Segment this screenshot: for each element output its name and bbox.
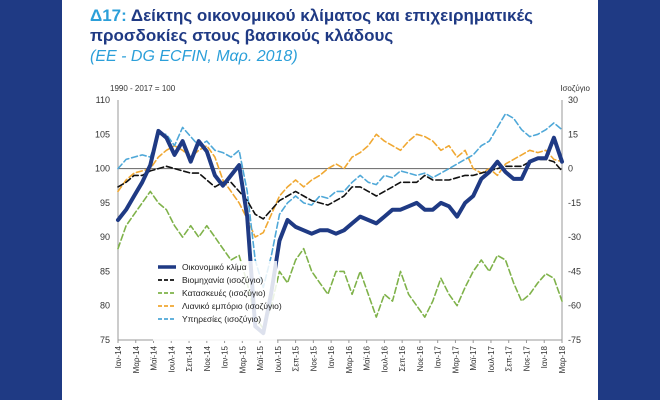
chart-code: Δ17: xyxy=(90,6,127,25)
x-tick-label: Σεπ-17 xyxy=(505,345,514,371)
legend-label: Υπηρεσίες (ισοζύγιο) xyxy=(182,314,261,324)
y-tick-right: -15 xyxy=(568,198,581,208)
x-tick-label: Νοε-15 xyxy=(309,345,318,371)
x-tick-label: Ιαν-18 xyxy=(540,345,549,368)
legend-label: Λιανικό εμπόριο (ισοζύγιο) xyxy=(182,301,282,311)
x-tick-label: Μαϊ-15 xyxy=(256,345,265,370)
x-tick-label: Μαρ-16 xyxy=(345,345,354,373)
y-tick-left: 95 xyxy=(100,198,110,208)
x-tick-label: Μαρ-18 xyxy=(558,345,567,373)
series-line xyxy=(117,190,563,330)
y-tick-left: 90 xyxy=(100,232,110,242)
x-tick-label: Ιουλ-15 xyxy=(274,345,283,372)
chart-source: (ΕΕ - DG ECFIN, Μαρ. 2018) xyxy=(90,48,298,65)
y-tick-right: -30 xyxy=(568,232,581,242)
x-tick-label: Ιουλ-17 xyxy=(487,345,496,372)
x-tick-label: Μαρ-15 xyxy=(238,345,247,373)
y-tick-right: 30 xyxy=(568,95,578,105)
x-tick-label: Σεπ-14 xyxy=(185,345,194,371)
y-tick-right: -75 xyxy=(568,335,581,345)
x-tick-label: Μαϊ-14 xyxy=(150,345,159,370)
x-tick-label: Ιουλ-14 xyxy=(167,345,176,372)
right-axis-note: Ισοζύγιο xyxy=(560,84,590,93)
y-tick-left: 110 xyxy=(96,95,110,105)
x-tick-label: Σεπ-15 xyxy=(292,345,301,371)
series-line xyxy=(117,112,563,289)
legend-label: Βιομηχανία (ισοζύγιο) xyxy=(182,275,263,285)
chart-title-line2: προσδοκίες στους βασικούς κλάδους xyxy=(90,26,394,45)
x-tick-label: Νοε-14 xyxy=(203,345,212,371)
x-tick-label: Νοε-17 xyxy=(522,345,531,371)
x-tick-label: Μαϊ-16 xyxy=(363,345,372,370)
y-tick-left: 100 xyxy=(95,164,110,174)
x-tick-label: Σεπ-16 xyxy=(398,345,407,371)
chart-title: Δ17: Δείκτης οικονομικού κλίματος και επ… xyxy=(90,6,590,46)
x-tick-label: Ιαν-16 xyxy=(327,345,336,368)
left-axis-note: 1990 - 2017 = 100 xyxy=(110,84,176,93)
x-tick-label: Ιαν-17 xyxy=(434,345,443,368)
x-tick-label: Ιαν-14 xyxy=(114,345,123,368)
y-tick-right: 15 xyxy=(568,129,578,139)
x-tick-label: Ιουλ-16 xyxy=(380,345,389,372)
x-tick-label: Ιαν-15 xyxy=(221,345,230,368)
chart-panel: Δ17: Δείκτης οικονομικού κλίματος και επ… xyxy=(62,0,598,400)
y-tick-right: -45 xyxy=(568,266,581,276)
y-tick-left: 85 xyxy=(100,266,110,276)
y-tick-left: 80 xyxy=(100,301,110,311)
x-tick-label: Μαρ-17 xyxy=(451,345,460,373)
legend-label: Οικονομικό κλίμα xyxy=(182,262,247,272)
series-line xyxy=(117,133,563,238)
x-tick-label: Νοε-16 xyxy=(416,345,425,371)
y-tick-left: 75 xyxy=(100,335,110,345)
y-tick-right: -60 xyxy=(568,301,581,311)
x-tick-label: Μαρ-14 xyxy=(132,345,141,373)
x-tick-label: Μαϊ-17 xyxy=(469,345,478,370)
y-tick-left: 105 xyxy=(95,129,110,139)
legend-box xyxy=(153,261,277,341)
y-tick-right: 0 xyxy=(568,164,573,174)
chart-title-line1: Δείκτης οικονομικού κλίματος και επιχειρ… xyxy=(130,6,534,25)
series-line xyxy=(116,128,564,336)
legend-label: Κατασκευές (ισοζύγιο) xyxy=(182,288,266,298)
